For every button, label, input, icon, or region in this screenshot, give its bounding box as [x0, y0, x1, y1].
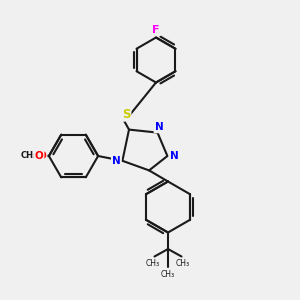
- Text: F: F: [152, 25, 160, 35]
- Text: CH₃: CH₃: [21, 152, 38, 160]
- Text: N: N: [169, 151, 178, 161]
- Text: O: O: [38, 151, 46, 161]
- Text: N: N: [154, 122, 164, 132]
- Text: N: N: [112, 156, 121, 166]
- Text: CH₃: CH₃: [146, 259, 160, 268]
- Text: CH₃: CH₃: [176, 259, 190, 268]
- Text: S: S: [122, 107, 130, 121]
- Text: O: O: [34, 151, 43, 161]
- Text: CH₃: CH₃: [161, 270, 175, 279]
